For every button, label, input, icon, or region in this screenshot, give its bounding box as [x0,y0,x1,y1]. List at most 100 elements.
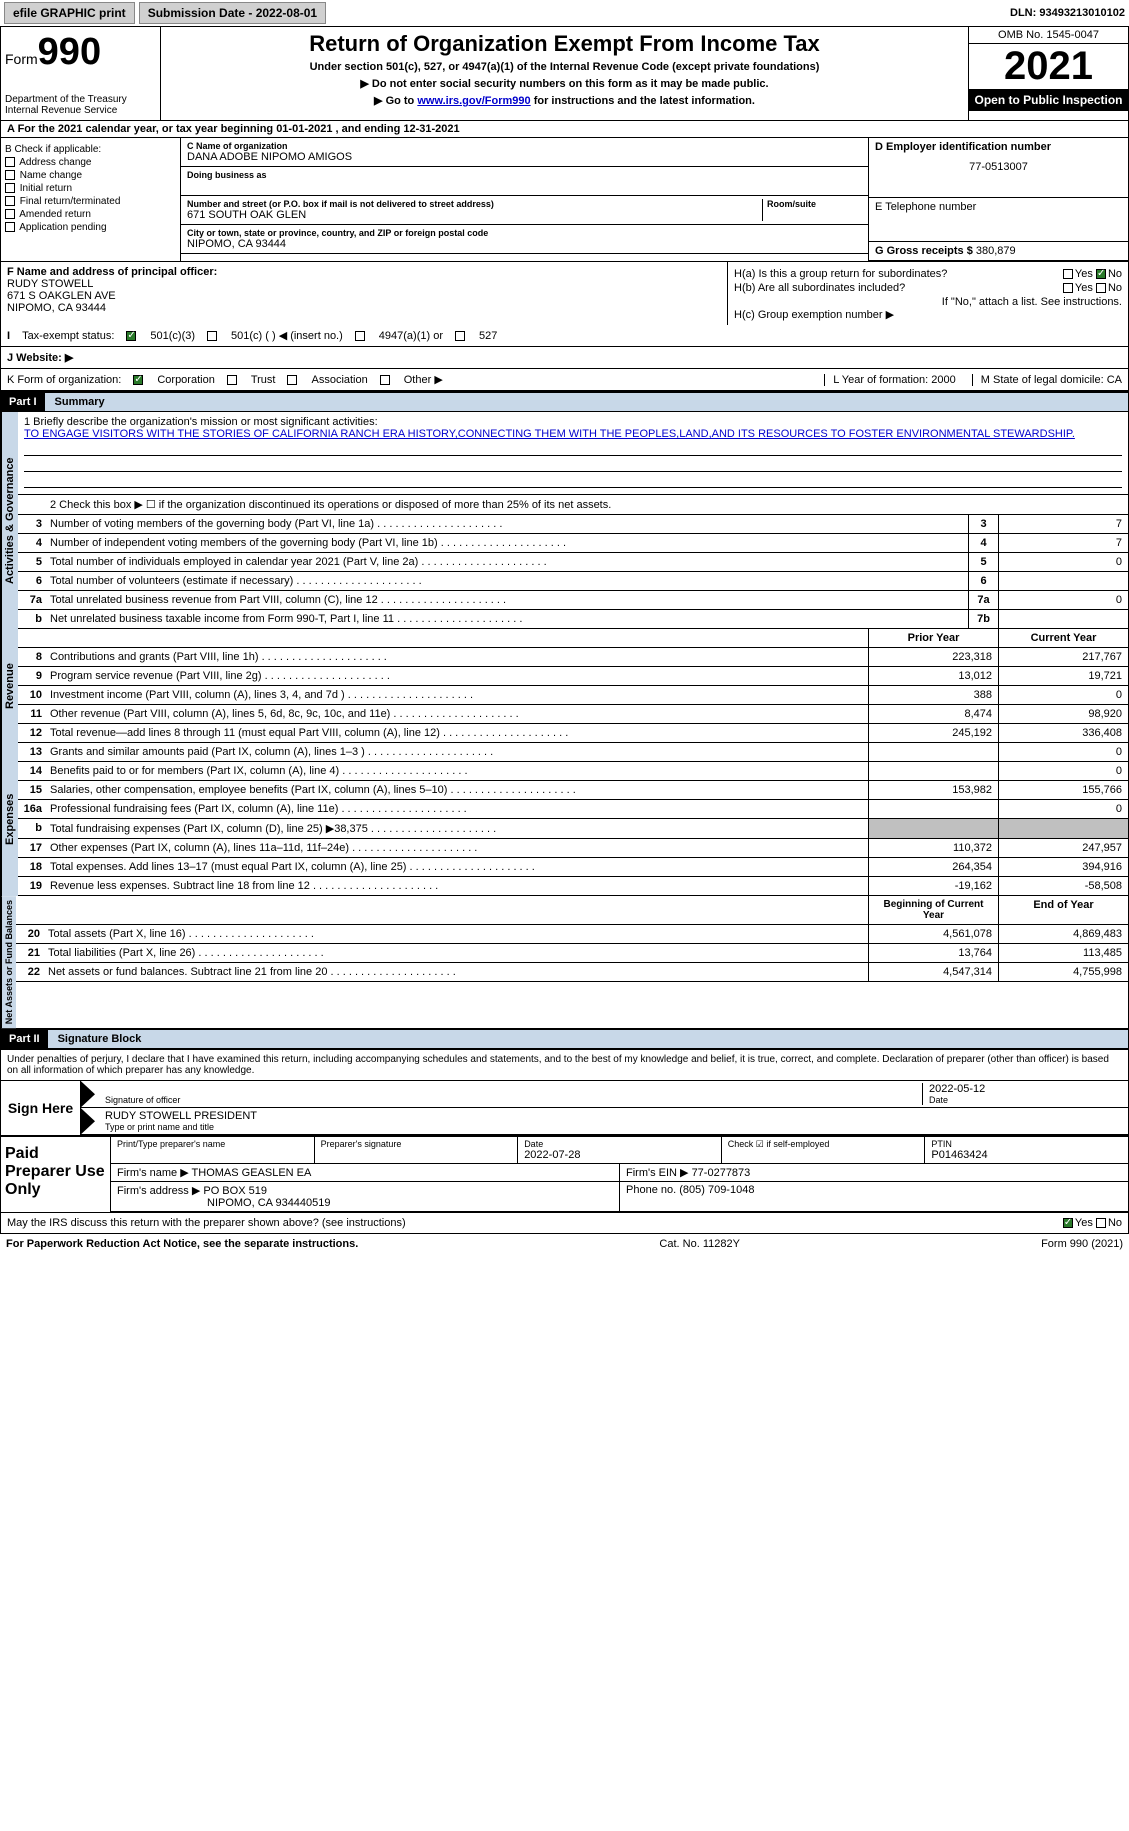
city-label: City or town, state or province, country… [187,228,862,238]
tel-label: E Telephone number [875,201,1122,213]
col-current-year: Current Year [998,629,1128,647]
chk-4947[interactable] [355,331,365,341]
row-17: 17Other expenses (Part IX, column (A), l… [18,839,1128,858]
gross-receipts: 380,879 [976,245,1016,257]
phone-label: Phone no. [626,1184,676,1196]
k-label: K Form of organization: [7,374,121,386]
j-label: J Website: ▶ [7,351,73,364]
chk-other[interactable] [380,375,390,385]
officer-addr2: NIPOMO, CA 93444 [7,302,721,314]
section-h: H(a) Is this a group return for subordin… [728,262,1128,325]
line-i: ITax-exempt status: 501(c)(3) 501(c) ( )… [1,325,1128,347]
row-7a: 7aTotal unrelated business revenue from … [18,591,1128,610]
chk-trust[interactable] [227,375,237,385]
hb-note: If "No," attach a list. See instructions… [734,296,1122,308]
row-15: 15Salaries, other compensation, employee… [18,781,1128,800]
col-c: C Name of organizationDANA ADOBE NIPOMO … [181,138,868,261]
sign-here-label: Sign Here [1,1081,81,1135]
form-header: Form990 Department of the Treasury Inter… [0,26,1129,121]
col-b-checkboxes: B Check if applicable: Address change Na… [1,138,181,261]
firm-addr1: PO BOX 519 [203,1185,267,1197]
line-2: 2 Check this box ▶ ☐ if the organization… [46,495,1128,514]
col-beginning: Beginning of Current Year [868,896,998,924]
row-b: bTotal fundraising expenses (Part IX, co… [18,819,1128,839]
firm-ein: 77-0277873 [692,1167,751,1179]
officer-name: RUDY STOWELL [7,278,721,290]
city-state-zip: NIPOMO, CA 93444 [187,238,862,250]
subtitle-2: ▶ Do not enter social security numbers o… [165,77,964,90]
topbar: efile GRAPHIC print Submission Date - 20… [0,0,1129,26]
ein: 77-0513007 [875,161,1122,173]
ha-no[interactable] [1096,269,1106,279]
form-title: Return of Organization Exempt From Incom… [165,31,964,57]
dept-label: Department of the Treasury Internal Reve… [5,94,156,116]
irs-link[interactable]: www.irs.gov/Form990 [417,95,530,107]
chk-501c3[interactable] [126,331,136,341]
row-16a: 16aProfessional fundraising fees (Part I… [18,800,1128,819]
efile-button[interactable]: efile GRAPHIC print [4,2,135,24]
gross-label: G Gross receipts $ [875,245,973,257]
discuss-label: May the IRS discuss this return with the… [7,1217,406,1229]
line-a: A For the 2021 calendar year, or tax yea… [1,121,1128,138]
col-prior-year: Prior Year [868,629,998,647]
cat-no: Cat. No. 11282Y [659,1238,740,1250]
hc-label: H(c) Group exemption number ▶ [734,308,1122,321]
section-f: F Name and address of principal officer:… [1,262,728,325]
row-9: 9Program service revenue (Part VIII, lin… [18,667,1128,686]
officer-name-label: Type or print name and title [105,1122,1122,1132]
discuss-row: May the IRS discuss this return with the… [0,1213,1129,1234]
ha-yes[interactable] [1063,269,1073,279]
street-address: 671 SOUTH OAK GLEN [187,209,762,221]
row-12: 12Total revenue—add lines 8 through 11 (… [18,724,1128,743]
part1-title: Summary [45,393,1128,411]
row-11: 11Other revenue (Part VIII, column (A), … [18,705,1128,724]
part2-title: Signature Block [48,1030,1128,1048]
room-label: Room/suite [767,199,862,209]
col-b-label: B Check if applicable: [5,144,176,155]
part1-header: Part I Summary [0,392,1129,412]
chk-527[interactable] [455,331,465,341]
footer: For Paperwork Reduction Act Notice, see … [0,1234,1129,1254]
col-end: End of Year [998,896,1128,924]
row-20: 20Total assets (Part X, line 16) 4,561,0… [16,925,1128,944]
row-b: bNet unrelated business taxable income f… [18,610,1128,629]
dba-label: Doing business as [187,170,862,180]
officer-sig-label: Signature of officer [105,1095,922,1105]
ein-label: D Employer identification number [875,141,1122,153]
name-label: C Name of organization [187,141,862,151]
submission-date: Submission Date - 2022-08-01 [139,2,326,24]
form-number: Form990 [5,31,156,74]
chk-assoc[interactable] [287,375,297,385]
discuss-yes[interactable] [1063,1218,1073,1228]
paid-preparer: Paid Preparer Use Only Print/Type prepar… [0,1136,1129,1213]
firm-addr-label: Firm's address ▶ [117,1185,200,1197]
m-label: M State of legal domicile: [981,374,1104,386]
signature-declaration: Under penalties of perjury, I declare th… [1,1050,1128,1080]
addr-label: Number and street (or P.O. box if mail i… [187,199,762,209]
prep-sig-label: Preparer's signature [321,1139,512,1149]
row-18: 18Total expenses. Add lines 13–17 (must … [18,858,1128,877]
row-14: 14Benefits paid to or for members (Part … [18,762,1128,781]
dln: DLN: 93493213010102 [1010,7,1125,19]
row-19: 19Revenue less expenses. Subtract line 1… [18,877,1128,896]
preparer-label: Paid Preparer Use Only [1,1137,111,1212]
hb-yes[interactable] [1063,283,1073,293]
sig-date-label: Date [929,1095,1122,1105]
hb-no[interactable] [1096,283,1106,293]
row-4: 4Number of independent voting members of… [18,534,1128,553]
paperwork-notice: For Paperwork Reduction Act Notice, see … [6,1238,358,1250]
part1-label: Part I [1,393,45,411]
discuss-no[interactable] [1096,1218,1106,1228]
chk-501c[interactable] [207,331,217,341]
firm-phone: (805) 709-1048 [679,1184,754,1196]
checkbox-address-change: Address change [5,157,176,168]
i-label: Tax-exempt status: [22,330,114,342]
chk-corp[interactable] [133,375,143,385]
org-name: DANA ADOBE NIPOMO AMIGOS [187,151,862,163]
mission-label: 1 Briefly describe the organization's mi… [24,416,1122,428]
checkbox-application-pending: Application pending [5,222,176,233]
officer-print-name: RUDY STOWELL PRESIDENT [105,1110,257,1122]
row-22: 22Net assets or fund balances. Subtract … [16,963,1128,982]
year-formation: 2000 [931,374,955,386]
checkbox-amended-return: Amended return [5,209,176,220]
